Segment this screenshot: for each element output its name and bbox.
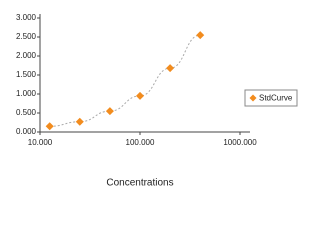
y-tick-label: 3.000 xyxy=(16,13,37,22)
chart: Concentrations 0.000 0.500 1.000 1.500 2.000… xyxy=(16,13,298,189)
y-tick-label: 1.000 xyxy=(16,89,37,98)
y-tick-label: 0.500 xyxy=(16,108,37,117)
x-tick-label: 1000.000 xyxy=(223,138,257,147)
y-tick-label: 2.000 xyxy=(16,51,37,60)
point xyxy=(45,122,54,131)
page: {"chart_data": {"type": "scatter", "x_la… xyxy=(15,13,298,189)
legend-label: StdCurve xyxy=(259,94,293,103)
x-axis-title: Concentrations xyxy=(106,178,173,189)
y-tick-label: 2.500 xyxy=(16,32,37,41)
y-tick-label: 0.000 xyxy=(16,127,37,136)
legend-box xyxy=(244,89,298,107)
point xyxy=(75,117,84,126)
point xyxy=(196,31,205,40)
point xyxy=(136,91,144,100)
point xyxy=(166,64,175,73)
legend-marker xyxy=(249,94,257,102)
x-tick-label: 10.000 xyxy=(28,138,53,147)
trend-curve xyxy=(49,34,201,127)
x-tick-label: 100.000 xyxy=(126,138,155,147)
point xyxy=(105,107,114,116)
y-tick-label: 1.500 xyxy=(16,70,37,79)
